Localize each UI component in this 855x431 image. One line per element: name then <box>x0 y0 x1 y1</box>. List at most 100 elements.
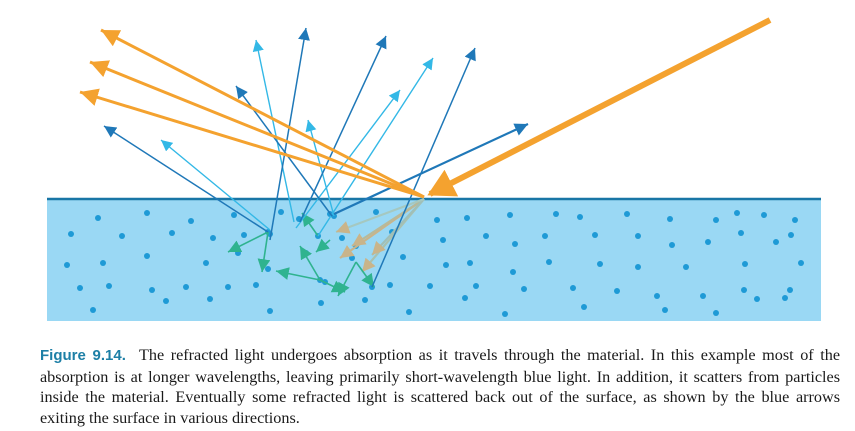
particle <box>144 253 150 259</box>
exit-arrow <box>252 39 295 223</box>
particle <box>597 261 603 267</box>
particle <box>512 241 518 247</box>
scatter-arrow <box>227 231 269 253</box>
particle <box>106 283 112 289</box>
particle <box>163 298 169 304</box>
particle <box>183 284 189 290</box>
particle <box>705 239 711 245</box>
reflected-arrow <box>100 28 425 199</box>
particle <box>738 230 744 236</box>
particle <box>683 264 689 270</box>
particle <box>464 215 470 221</box>
particle <box>507 212 513 218</box>
particle <box>373 209 379 215</box>
particle <box>235 250 241 256</box>
particle <box>207 296 213 302</box>
particle <box>362 297 368 303</box>
particle <box>427 283 433 289</box>
particle <box>754 296 760 302</box>
particle <box>553 211 559 217</box>
particle <box>761 212 767 218</box>
refracted-arrow <box>351 198 425 247</box>
scatter-arrow <box>315 238 331 253</box>
particle <box>635 264 641 270</box>
internal-scatter-arrows <box>227 197 425 297</box>
scatter-arrow <box>337 261 357 297</box>
particle <box>741 287 747 293</box>
figure-label: Figure 9.14. <box>40 347 126 364</box>
particle <box>614 288 620 294</box>
particle <box>400 254 406 260</box>
refraction-diagram <box>47 17 821 321</box>
particle <box>265 266 271 272</box>
scatter-arrow <box>299 245 321 281</box>
particle <box>542 233 548 239</box>
particle <box>210 235 216 241</box>
scatter-arrow <box>355 261 375 288</box>
particle <box>577 214 583 220</box>
particle <box>387 282 393 288</box>
particle <box>792 217 798 223</box>
particle <box>318 300 324 306</box>
particle <box>483 233 489 239</box>
exit-arrow <box>305 119 335 217</box>
particle <box>188 218 194 224</box>
particle <box>203 260 209 266</box>
particle <box>349 255 355 261</box>
particle <box>742 261 748 267</box>
particle <box>473 283 479 289</box>
particle <box>521 286 527 292</box>
particle <box>700 293 706 299</box>
particle <box>253 282 259 288</box>
particle <box>592 232 598 238</box>
particle <box>225 284 231 290</box>
scatter-arrow <box>275 267 321 281</box>
exit-arrow <box>299 35 387 223</box>
particle <box>100 260 106 266</box>
particle <box>773 239 779 245</box>
refracted-arrow <box>335 197 425 234</box>
reflected-arrow <box>79 88 425 199</box>
particle <box>169 230 175 236</box>
particle <box>267 308 273 314</box>
particle <box>64 262 70 268</box>
particle <box>581 304 587 310</box>
particle <box>624 211 630 217</box>
particle <box>68 231 74 237</box>
particle <box>144 210 150 216</box>
exit-arrow <box>371 47 476 288</box>
particle <box>241 232 247 238</box>
particle <box>510 269 516 275</box>
exit-arrow <box>317 57 434 237</box>
particle <box>502 311 508 317</box>
particle <box>443 262 449 268</box>
particle <box>713 217 719 223</box>
reflected-orange-arrows <box>79 28 425 199</box>
particle <box>90 307 96 313</box>
particle <box>406 309 412 315</box>
particle <box>798 260 804 266</box>
particle <box>662 307 668 313</box>
particle <box>462 295 468 301</box>
particle <box>434 217 440 223</box>
exit-arrow <box>333 123 529 215</box>
particle <box>788 232 794 238</box>
exiting-light-blue-arrows <box>160 39 434 237</box>
particle <box>782 295 788 301</box>
material-medium <box>47 199 821 321</box>
particle <box>654 293 660 299</box>
incident-ray <box>427 17 772 197</box>
particle <box>149 287 155 293</box>
reflected-arrow <box>89 60 425 199</box>
particle <box>440 237 446 243</box>
particle <box>734 210 740 216</box>
particle <box>278 209 284 215</box>
particle <box>546 259 552 265</box>
particle <box>667 216 673 222</box>
exit-arrow <box>160 139 271 231</box>
caption-text: The refracted light undergoes absorption… <box>40 346 841 427</box>
particle <box>119 233 125 239</box>
particle <box>669 242 675 248</box>
particle <box>787 287 793 293</box>
particle <box>635 233 641 239</box>
